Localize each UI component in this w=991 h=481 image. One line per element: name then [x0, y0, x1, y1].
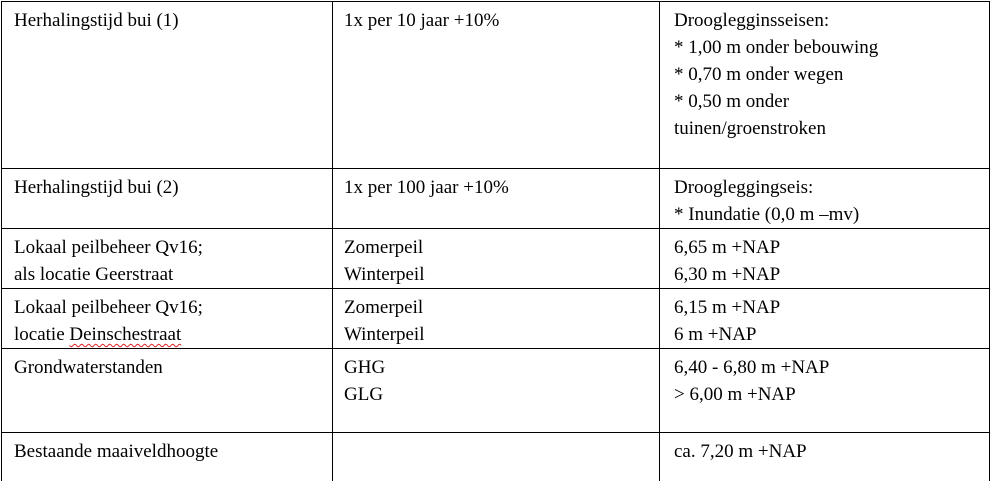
- cell-text: als locatie Geerstraat: [14, 264, 174, 285]
- table-cell: Grondwaterstanden: [1, 348, 333, 433]
- cell-text: * Inundatie (0,0 m –mv): [674, 204, 860, 225]
- cell-text: Droogleggingseis:: [674, 177, 814, 198]
- cell-text: * 0,50 m onder: [674, 91, 790, 112]
- table-row: Lokaal peilbeheer Qv16; als locatie Geers…: [1, 228, 990, 289]
- cell-text: Lokaal peilbeheer Qv16;: [14, 297, 203, 318]
- cell-text: Lokaal peilbeheer Qv16;: [14, 237, 203, 258]
- cell-text: GHG: [344, 357, 386, 378]
- cell-text: Grondwaterstanden: [14, 357, 163, 378]
- table-cell: Lokaal peilbeheer Qv16; locatie Deinsches…: [1, 288, 333, 349]
- cell-text: 1x per 10 jaar +10%: [344, 10, 500, 31]
- cell-text: Herhalingstijd bui (2): [14, 177, 179, 198]
- cell-text: 6 m +NAP: [674, 324, 757, 345]
- table-cell: Droogleggingseis: * Inundatie (0,0 m –mv): [659, 168, 990, 229]
- table-row: Herhalingstijd bui (2) 1x per 100 jaar +1…: [1, 168, 990, 229]
- cell-text: * 1,00 m onder bebouwing: [674, 37, 879, 58]
- table-cell: Zomerpeil Winterpeil: [332, 288, 660, 349]
- table-cell: Drooglegginsseisen: * 1,00 m onder bebouw…: [659, 1, 990, 169]
- cell-text: Bestaande maaiveldhoogte: [14, 441, 219, 462]
- cell-text: Drooglegginsseisen:: [674, 10, 830, 31]
- table-row: Bestaande maaiveldhoogte ca. 7,20 m +NAP: [1, 432, 990, 481]
- table-cell: 6,15 m +NAP 6 m +NAP: [659, 288, 990, 349]
- table-cell: Zomerpeil Winterpeil: [332, 228, 660, 289]
- table-cell: Herhalingstijd bui (1): [1, 1, 333, 169]
- table-cell: Herhalingstijd bui (2): [1, 168, 333, 229]
- cell-text: Herhalingstijd bui (1): [14, 10, 179, 31]
- table-cell: Bestaande maaiveldhoogte: [1, 432, 333, 481]
- cell-text: 1x per 100 jaar +10%: [344, 177, 509, 198]
- table-cell: GHG GLG: [332, 348, 660, 433]
- table-cell: 1x per 100 jaar +10%: [332, 168, 660, 229]
- table-row: Grondwaterstanden GHG GLG 6,40 - 6,80 m +NA…: [1, 348, 990, 433]
- table-row: Herhalingstijd bui (1) 1x per 10 jaar +10…: [1, 1, 990, 169]
- cell-text: 6,30 m +NAP: [674, 264, 781, 285]
- cell-text: > 6,00 m +NAP: [674, 384, 796, 405]
- cell-text: GLG: [344, 384, 384, 405]
- table-row: Lokaal peilbeheer Qv16; locatie Deinsches…: [1, 288, 990, 349]
- cell-text: tuinen/groenstroken: [674, 118, 826, 139]
- table-cell: 6,65 m +NAP 6,30 m +NAP: [659, 228, 990, 289]
- cell-text: 6,65 m +NAP: [674, 237, 781, 258]
- cell-text: locatie Deinschestraat: [14, 324, 182, 345]
- cell-text: Zomerpeil: [344, 237, 424, 258]
- table-cell: 6,40 - 6,80 m +NAP > 6,00 m +NAP: [659, 348, 990, 433]
- cell-text: 6,40 - 6,80 m +NAP: [674, 357, 830, 378]
- table-cell: 1x per 10 jaar +10%: [332, 1, 660, 169]
- cell-text: Winterpeil: [344, 264, 425, 285]
- cell-text: Zomerpeil: [344, 297, 424, 318]
- cell-text: Winterpeil: [344, 324, 425, 345]
- cell-text: ca. 7,20 m +NAP: [674, 441, 807, 462]
- table-cell: [332, 432, 660, 481]
- table-cell: ca. 7,20 m +NAP: [659, 432, 990, 481]
- cell-text: * 0,70 m onder wegen: [674, 64, 844, 85]
- table-cell: Lokaal peilbeheer Qv16; als locatie Geers…: [1, 228, 333, 289]
- cell-text: 6,15 m +NAP: [674, 297, 781, 318]
